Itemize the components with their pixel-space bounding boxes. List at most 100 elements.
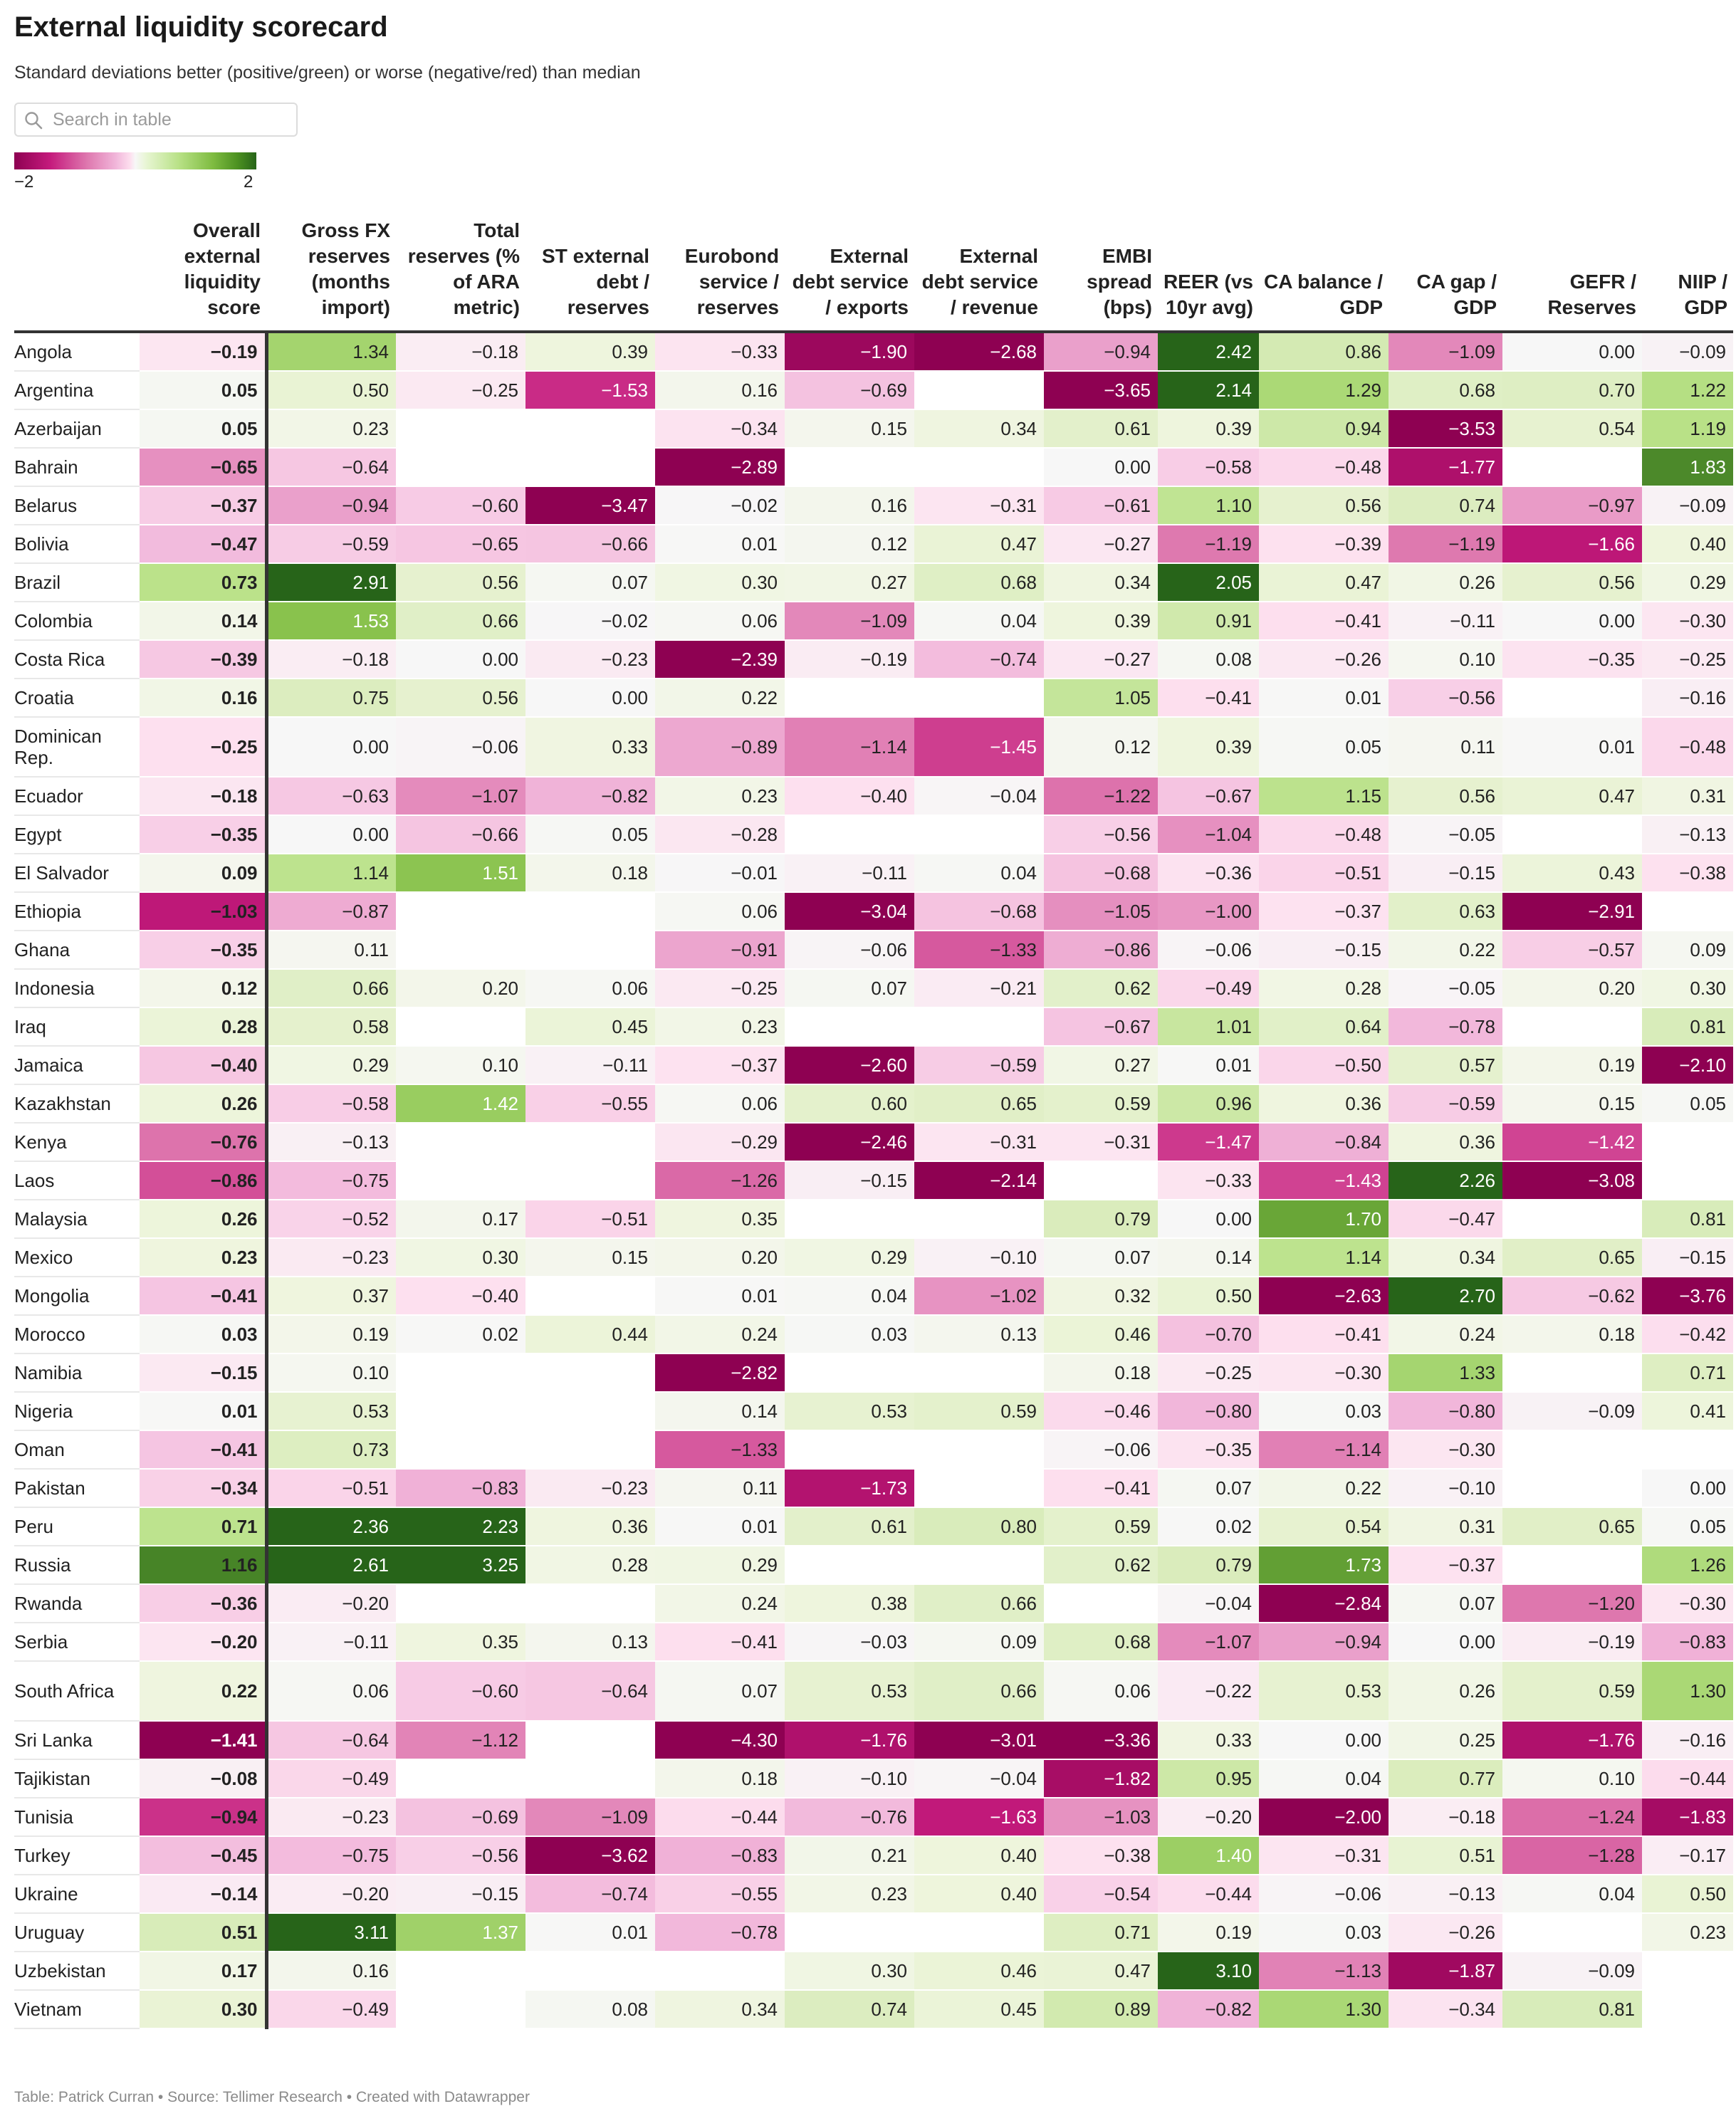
metric-cell: 0.09: [914, 1623, 1044, 1662]
metric-cell: 0.00: [525, 679, 655, 718]
search-box[interactable]: [14, 103, 298, 137]
metric-cell: −0.18: [1389, 1798, 1502, 1837]
metric-cell: −0.52: [266, 1200, 396, 1239]
metric-cell: −0.48: [1259, 448, 1389, 487]
metric-cell: 1.34: [266, 332, 396, 372]
metric-cell: 0.77: [1389, 1759, 1502, 1798]
table-row: Bolivia −0.47 −0.59 −0.65 −0.66 0.01 0.12 0.47−…: [14, 525, 1733, 564]
metric-cell: −0.58: [266, 1084, 396, 1124]
metric-cell: −0.59: [914, 1046, 1044, 1085]
metric-cell: −0.11: [266, 1623, 396, 1662]
metric-cell: [525, 1759, 655, 1798]
metric-cell: 0.06: [655, 892, 785, 931]
overall-score-cell: 0.12: [140, 969, 268, 1008]
column-header[interactable]: ST external debt / reserves: [525, 218, 655, 333]
metric-cell: −0.78: [1389, 1007, 1502, 1047]
metric-cell: 1.83: [1642, 448, 1733, 487]
column-header[interactable]: REER (vs 10yr avg): [1158, 218, 1259, 333]
metric-cell: 0.80: [914, 1507, 1044, 1546]
metric-cell: 0.66: [266, 969, 396, 1008]
metric-cell: −0.44: [1642, 1759, 1733, 1798]
metric-cell: [914, 1546, 1044, 1585]
metric-cell: 0.66: [914, 1661, 1044, 1722]
metric-cell: 0.06: [525, 969, 655, 1008]
metric-cell: −3.62: [525, 1836, 655, 1875]
metric-cell: 0.16: [785, 486, 914, 525]
metric-cell: 0.53: [785, 1392, 914, 1431]
metric-cell: −0.30: [1642, 602, 1733, 641]
overall-score-cell: 0.05: [140, 409, 268, 449]
metric-cell: [525, 448, 655, 487]
column-header[interactable]: External debt service / exports: [785, 218, 914, 333]
country-cell: Indonesia: [14, 969, 140, 1008]
metric-cell: 0.61: [1044, 409, 1158, 449]
metric-cell: 0.57: [1389, 1046, 1502, 1085]
metric-cell: 0.00: [266, 815, 396, 854]
column-header-country[interactable]: [14, 218, 140, 333]
table-row: Egypt −0.35 0.00 −0.66 0.05 −0.28 −0.56 −1.04 −0…: [14, 815, 1733, 854]
metric-cell: −1.42: [1502, 1123, 1642, 1162]
metric-cell: −0.23: [266, 1238, 396, 1277]
country-cell: Ecuador: [14, 777, 140, 816]
metric-cell: 0.70: [1502, 371, 1642, 410]
metric-cell: −0.74: [914, 640, 1044, 679]
metric-cell: −0.06: [785, 931, 914, 970]
metric-cell: 0.29: [1642, 563, 1733, 602]
metric-cell: −0.09: [1642, 332, 1733, 372]
country-cell: Bolivia: [14, 525, 140, 564]
table-row: Bahrain −0.65 −0.64 −2.89 0.00 −0.58 −0.48 −1.7…: [14, 448, 1733, 487]
table-row: El Salvador 0.09 1.14 1.51 0.18 −0.01 −0.11 0.0…: [14, 854, 1733, 893]
metric-cell: −0.19: [785, 640, 914, 679]
column-header[interactable]: External debt service / revenue: [914, 218, 1044, 333]
metric-cell: 0.23: [266, 409, 396, 449]
metric-cell: −1.04: [1158, 815, 1259, 854]
column-header[interactable]: EMBI spread (bps): [1044, 218, 1158, 333]
column-header[interactable]: CA gap / GDP: [1389, 218, 1502, 333]
metric-cell: −4.30: [655, 1721, 785, 1760]
column-header[interactable]: Eurobond service / reserves: [655, 218, 785, 333]
table-row: Kenya −0.76 −0.13 −0.29 −2.46 −0.31 −0.31 −1.47…: [14, 1123, 1733, 1162]
overall-score-cell: 0.14: [140, 602, 268, 641]
metric-cell: 0.29: [266, 1046, 396, 1085]
column-header[interactable]: CA balance / GDP: [1259, 218, 1389, 333]
metric-cell: 2.61: [266, 1546, 396, 1585]
column-header[interactable]: Overall external liquidity score: [140, 218, 266, 333]
metric-cell: 1.26: [1642, 1546, 1733, 1585]
metric-cell: 0.06: [1044, 1661, 1158, 1722]
country-cell: Turkey: [14, 1836, 140, 1875]
column-header[interactable]: Gross FX reserves (months import): [266, 218, 396, 333]
metric-cell: 0.07: [785, 969, 914, 1008]
metric-cell: [396, 1952, 525, 1991]
metric-cell: 0.00: [266, 717, 396, 777]
metric-cell: −0.84: [1259, 1123, 1389, 1162]
metric-cell: −0.55: [525, 1084, 655, 1124]
overall-score-cell: −0.41: [140, 1430, 268, 1470]
table-row: Oman −0.41 0.73 −1.33 −0.06 −0.35 −1.14 −0.30: [14, 1430, 1733, 1470]
metric-cell: −0.36: [1158, 854, 1259, 893]
country-cell: Uruguay: [14, 1913, 140, 1952]
metric-cell: [396, 1007, 525, 1047]
country-cell: Morocco: [14, 1315, 140, 1354]
column-header[interactable]: Total reserves (% of ARA metric): [396, 218, 525, 333]
metric-cell: 0.16: [655, 371, 785, 410]
metric-cell: −0.10: [785, 1759, 914, 1798]
metric-cell: 0.10: [396, 1046, 525, 1085]
column-header[interactable]: NIIP / GDP: [1642, 218, 1733, 333]
table-row: Brazil 0.73 2.91 0.56 0.07 0.30 0.27 0.68 0.34 2.…: [14, 563, 1733, 602]
metric-cell: 0.36: [1389, 1123, 1502, 1162]
overall-score-cell: −0.86: [140, 1161, 268, 1200]
metric-cell: −0.11: [785, 854, 914, 893]
metric-cell: 0.24: [655, 1315, 785, 1354]
metric-cell: −3.08: [1502, 1161, 1642, 1200]
metric-cell: −0.31: [914, 486, 1044, 525]
metric-cell: 0.24: [1389, 1315, 1502, 1354]
table-row: Colombia 0.14 1.53 0.66 −0.02 0.06 −1.09 0.04 0.…: [14, 602, 1733, 641]
metric-cell: 0.56: [396, 679, 525, 718]
table-header-row: Overall external liquidity score Gross FX…: [14, 218, 1733, 333]
search-input[interactable]: [53, 108, 288, 131]
metric-cell: 0.30: [785, 1952, 914, 1991]
metric-cell: −0.56: [1044, 815, 1158, 854]
column-header[interactable]: GEFR / Reserves: [1502, 218, 1642, 333]
metric-cell: −2.68: [914, 332, 1044, 372]
